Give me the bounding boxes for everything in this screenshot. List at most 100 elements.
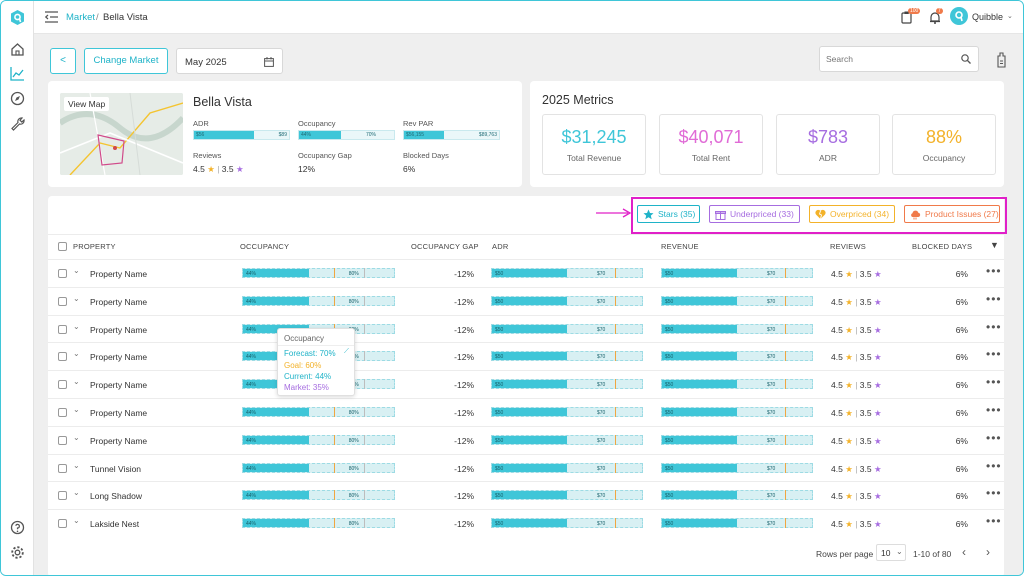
select-all-checkbox[interactable] [58, 242, 67, 251]
property-name[interactable]: Property Name [90, 352, 148, 363]
more-options-icon[interactable]: ••• [986, 403, 1002, 417]
compass-icon[interactable] [9, 90, 26, 107]
table-row[interactable]: ⌄Property Name44%80%-12%$50$70$50$704.5 … [48, 314, 1004, 343]
property-name[interactable]: Long Shadow [90, 491, 142, 502]
expand-chevron-icon[interactable]: ⌄ [73, 266, 80, 275]
collapse-menu-icon[interactable] [45, 11, 58, 23]
expand-chevron-icon[interactable]: ⌄ [73, 349, 80, 359]
table-row[interactable]: ⌄ Tunnel Vision 44% 80% -12% $50 $70 $50 $70 4.5 … [48, 453, 1004, 482]
property-name[interactable]: Lakside Nest [90, 519, 140, 530]
cart-button[interactable]: 100 [901, 8, 921, 25]
more-options-icon[interactable]: ••• [986, 264, 1002, 278]
column-header-blocked-days[interactable]: BLOCKED DAYS [912, 242, 973, 251]
expand-chevron-icon[interactable]: ⌄ [73, 321, 80, 331]
more-options-icon[interactable]: ••• [986, 486, 1002, 501]
occupancy-bar-left: 44% [246, 493, 257, 500]
search-input[interactable] [826, 52, 951, 66]
column-header-revenue[interactable]: REVENUE [661, 242, 699, 251]
column-header-reviews[interactable]: REVIEWS [830, 242, 866, 251]
expand-chevron-icon[interactable]: ⌄ [73, 293, 80, 303]
row-checkbox[interactable] [58, 491, 67, 501]
more-options-icon[interactable]: ••• [986, 375, 1002, 390]
change-market-button[interactable]: Change Market [84, 48, 168, 74]
expand-chevron-icon[interactable]: ⌄ [73, 516, 80, 526]
filter-underpriced[interactable]: Underpriced (33) [709, 205, 800, 223]
more-options-icon[interactable]: ••• [986, 347, 1002, 362]
property-name[interactable]: Property Name [90, 435, 148, 446]
rows-per-page-select[interactable]: 10 ⌄ [876, 544, 906, 561]
tooltip-divider [278, 345, 354, 346]
column-menu-caret-icon[interactable]: ▼ [990, 240, 999, 250]
filter-product-issues-label: Product Issues (27) [925, 209, 999, 219]
date-picker[interactable]: May 2025 [176, 48, 283, 74]
expand-chevron-icon[interactable]: ⌄ [73, 432, 80, 442]
star-icon: ★ [845, 324, 853, 335]
more-options-icon[interactable]: ••• [986, 430, 1002, 445]
property-name[interactable]: Property Name [90, 296, 148, 307]
user-menu-chevron-icon[interactable]: ⌄ [1007, 13, 1013, 20]
table-row[interactable]: ⌄Property Name44%80%-12%$50$70$50$704.5 … [48, 342, 1004, 370]
row-checkbox[interactable] [58, 380, 67, 390]
expand-chevron-icon[interactable]: ⌄ [73, 377, 80, 387]
user-name[interactable]: Quibble [972, 12, 1004, 22]
property-name[interactable]: Property Name [90, 408, 148, 418]
wrench-icon[interactable] [9, 115, 26, 132]
cart-badge: 100 [908, 8, 921, 14]
table-row[interactable]: ⌄Property Name44%80%-12%$50$70$50$704.5 … [48, 370, 1004, 398]
expand-chevron-icon[interactable]: ⌄ [73, 488, 80, 498]
more-options-icon[interactable]: ••• [986, 458, 1002, 473]
more-options-icon[interactable]: ••• [986, 514, 1002, 529]
property-name[interactable]: Property Name [90, 269, 148, 279]
column-header-occupancy-gap[interactable]: OCCUPANCY GAP [411, 242, 479, 251]
row-checkbox[interactable] [58, 352, 67, 362]
property-name[interactable]: Tunnel Vision [90, 463, 142, 474]
filter-product-issues[interactable]: Product Issues (27) [904, 205, 1000, 223]
expand-chevron-icon[interactable]: ⌄ [73, 405, 80, 414]
column-header-occupancy[interactable]: OCCUPANCY [240, 242, 290, 251]
column-header-property[interactable]: PROPERTY [73, 242, 116, 251]
adr-goal-line [615, 518, 616, 529]
chart-line-icon[interactable] [9, 65, 26, 82]
revpar-minibar-right: $89,763 [478, 132, 497, 138]
export-file-icon[interactable] [996, 52, 1007, 68]
view-map-button[interactable]: View Map [64, 97, 110, 111]
column-header-adr[interactable]: ADR [492, 242, 509, 251]
occupancy-bar: 44% 80% [242, 295, 395, 306]
row-checkbox[interactable] [58, 324, 67, 334]
help-icon[interactable] [9, 519, 26, 536]
row-checkbox[interactable] [58, 519, 67, 529]
revenue-bar-left: $50 [665, 326, 674, 333]
avatar[interactable] [950, 7, 968, 25]
occupancy-gap-cell: -12% [454, 352, 474, 363]
table-row[interactable]: ⌄ Long Shadow 44% 80% -12% $50 $70 $50 $70 4.5 ★ … [48, 481, 1004, 509]
quibble-logo-icon[interactable] [9, 9, 26, 26]
expand-chevron-icon[interactable]: ⌄ [73, 460, 80, 470]
row-checkbox[interactable] [58, 296, 67, 306]
row-checkbox[interactable] [58, 463, 67, 473]
next-page-icon[interactable]: › [986, 545, 990, 559]
more-options-icon[interactable]: ••• [986, 319, 1002, 334]
search-box[interactable] [819, 46, 979, 72]
blocked-days-cell: 6% [955, 435, 968, 446]
map-thumbnail[interactable]: View Map [60, 93, 183, 175]
settings-gear-icon[interactable] [9, 544, 26, 561]
property-name[interactable]: Property Name [90, 324, 148, 335]
breadcrumb-market-link[interactable]: Market [66, 12, 96, 23]
filter-overpriced[interactable]: Overpriced (34) [809, 205, 895, 223]
row-checkbox[interactable] [58, 435, 67, 445]
notifications-button[interactable]: 7 [929, 8, 943, 25]
more-options-icon[interactable]: ••• [986, 291, 1002, 306]
back-button[interactable]: < [50, 48, 76, 74]
filter-stars[interactable]: Stars (35) [637, 205, 700, 223]
row-checkbox[interactable] [58, 269, 67, 278]
revenue-goal-line [785, 295, 786, 306]
property-name[interactable]: Property Name [90, 380, 148, 391]
previous-page-icon[interactable]: ‹ [962, 545, 966, 559]
table-row[interactable]: ⌄ Lakside Nest 44% 80% -12% $50 $70 $50 $70 4.5 ★… [48, 509, 1004, 537]
home-icon[interactable] [9, 41, 26, 58]
row-checkbox[interactable] [58, 408, 67, 417]
